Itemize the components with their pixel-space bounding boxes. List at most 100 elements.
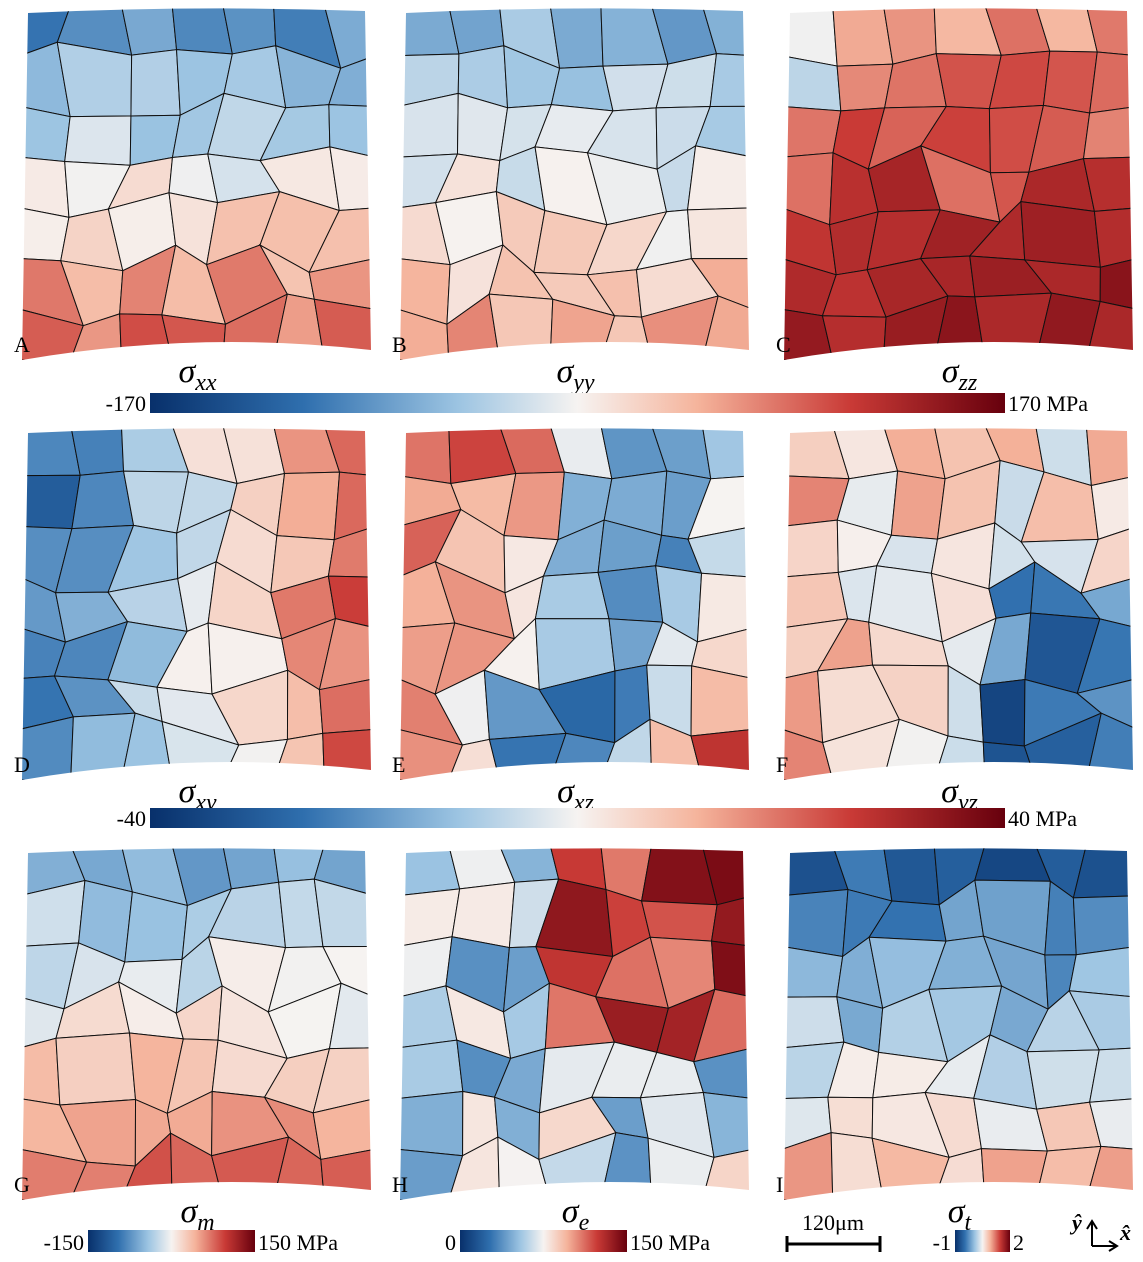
axis-y-label: ŷ: [1069, 1210, 1082, 1235]
subscript: yy: [571, 370, 595, 396]
grain: [333, 471, 371, 541]
grains: [400, 428, 749, 780]
grain: [710, 895, 749, 947]
grains: [784, 8, 1133, 361]
grain: [687, 525, 749, 578]
grain: [222, 8, 277, 55]
grain: [882, 848, 940, 906]
grain: [328, 982, 371, 1050]
grain: [686, 145, 749, 211]
grain: [276, 471, 341, 541]
grain: [1072, 848, 1133, 899]
grain: [400, 8, 460, 57]
grain: [701, 8, 749, 57]
grain: [22, 1148, 88, 1200]
grain: [308, 257, 371, 310]
grain: [323, 428, 371, 477]
stress-map: Gσm: [14, 848, 371, 1236]
grain: [827, 1096, 874, 1139]
grain: [308, 207, 371, 274]
grain: [328, 104, 371, 158]
grain: [1085, 8, 1133, 57]
grain: [691, 627, 749, 680]
symbol: σ: [556, 353, 574, 390]
colorbar: [150, 393, 1005, 413]
grain: [1076, 618, 1133, 695]
symbol: σ: [941, 773, 959, 810]
grains: [400, 848, 749, 1200]
grain: [312, 1047, 371, 1114]
symbol: σ: [948, 1193, 966, 1230]
axes-arrows: [1086, 1219, 1119, 1252]
grain: [1080, 576, 1133, 629]
grain: [836, 63, 894, 112]
subscript: xx: [194, 370, 217, 396]
symbol: σ: [557, 773, 575, 810]
grain: [832, 8, 894, 67]
panel-letter: E: [392, 752, 405, 777]
axis-x-label: x̂: [1119, 1220, 1131, 1245]
colorbar-min-label: 0: [445, 1230, 456, 1255]
grain: [1080, 525, 1133, 594]
grain: [694, 105, 749, 158]
grains: [22, 848, 371, 1200]
grain: [597, 565, 664, 623]
grain: [693, 1047, 749, 1100]
grain: [120, 712, 173, 780]
grain: [323, 8, 371, 69]
grain: [784, 105, 842, 158]
grain: [1042, 50, 1098, 114]
grain: [534, 571, 610, 620]
grain: [400, 1039, 464, 1100]
grain: [690, 665, 749, 737]
grain: [1026, 1049, 1100, 1110]
colorbar-max-label: 170 MPa: [1008, 391, 1088, 416]
grain: [488, 293, 554, 361]
grain: [784, 1131, 834, 1200]
panel-letter: F: [776, 752, 788, 777]
colorbar: [955, 1230, 1010, 1252]
grain: [400, 428, 452, 485]
grain: [974, 292, 1053, 361]
grain: [327, 525, 371, 578]
grain: [1082, 156, 1133, 212]
grain: [830, 1132, 885, 1200]
panel-label: σe: [562, 1193, 590, 1236]
colorbar: [460, 1230, 627, 1252]
grain: [22, 207, 70, 262]
grain: [784, 888, 849, 958]
grain: [1020, 201, 1101, 268]
panel-letter: I: [776, 1172, 783, 1197]
colorbar-min-label: -150: [44, 1230, 84, 1255]
grain: [448, 1136, 500, 1200]
grain: [312, 1097, 371, 1161]
colorbar-max-label: 40 MPa: [1008, 806, 1077, 831]
symbol: σ: [942, 353, 960, 390]
grain: [979, 678, 1026, 747]
subscript: e: [579, 1210, 590, 1236]
grain: [687, 207, 749, 260]
grain: [640, 900, 718, 942]
grain: [687, 475, 749, 540]
grain: [1099, 257, 1133, 310]
grain: [690, 258, 749, 311]
grain: [222, 848, 280, 890]
panel-label: σxx: [178, 353, 216, 396]
panel-label: σm: [180, 1193, 214, 1236]
grain: [1068, 990, 1133, 1051]
grain: [451, 881, 516, 949]
symbol: σ: [562, 1193, 580, 1230]
grain: [448, 8, 505, 55]
grain: [488, 732, 567, 780]
grain: [64, 115, 132, 166]
panel-label: σzz: [942, 353, 978, 396]
colorbar-max-label: 150 MPa: [630, 1230, 710, 1255]
grain: [56, 41, 133, 118]
panel-letter: G: [14, 1172, 30, 1197]
grain: [1090, 475, 1133, 541]
grain: [400, 1090, 464, 1157]
